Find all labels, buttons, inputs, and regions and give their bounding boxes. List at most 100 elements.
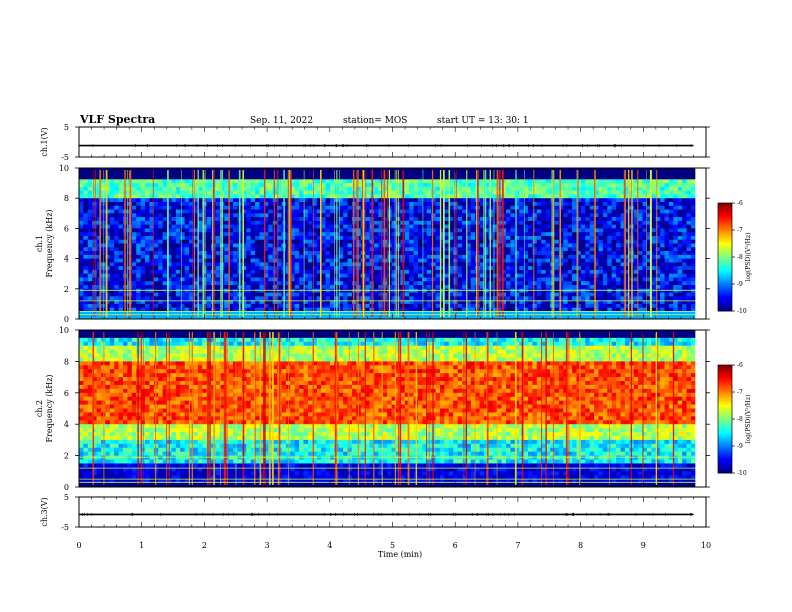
- spectrogram-cell: [532, 262, 538, 267]
- spectrogram-cell: [545, 300, 551, 305]
- spectrogram-cell: [448, 254, 454, 259]
- spectrogram-cell: [572, 281, 577, 286]
- spectrogram-cell: [413, 235, 419, 241]
- spectrogram-cell: [365, 266, 370, 271]
- spectrogram-cell: [325, 213, 331, 218]
- spectrogram-cell: [519, 186, 525, 192]
- spectrogram-cell: [594, 288, 599, 293]
- spectrogram-cell: [325, 183, 331, 188]
- spectrogram-cell: [435, 254, 441, 259]
- spectrogram-cell: [87, 179, 93, 184]
- spectrogram-cell: [426, 235, 432, 241]
- spectrogram-cell: [109, 315, 115, 320]
- spectrogram-cell: [462, 288, 467, 293]
- spectrogram-cell: [558, 269, 564, 275]
- spectrogram-cell: [462, 224, 467, 229]
- spectrogram-cell: [83, 198, 89, 203]
- spectrogram-cell: [250, 273, 256, 278]
- spectrogram-cell: [246, 258, 252, 263]
- spectrogram-cell: [167, 254, 172, 259]
- spectrogram-cell: [541, 168, 547, 173]
- spectrogram-cell: [545, 201, 551, 207]
- spectrogram-cell: [462, 201, 467, 207]
- spectrogram-cell: [101, 303, 106, 309]
- spectrogram-cell: [409, 288, 414, 293]
- spectrogram-cell: [378, 315, 384, 320]
- spectrogram-cell: [554, 254, 560, 259]
- spectrogram-cell: [325, 198, 331, 203]
- spectrogram-cell: [131, 303, 137, 309]
- spectrogram-cell: [457, 175, 463, 180]
- spectrogram-cell: [439, 292, 445, 297]
- spectrogram-cell: [145, 262, 150, 267]
- spectrogram-cell: [417, 213, 423, 218]
- spectrogram-cell: [598, 288, 604, 293]
- spectrogram-cell: [554, 205, 560, 210]
- spectrogram-cell: [92, 232, 98, 237]
- spectrogram-cell: [272, 213, 278, 218]
- spectrogram-cell: [457, 220, 463, 226]
- spectrogram-cell: [303, 220, 309, 226]
- spectrogram-cell: [373, 179, 379, 184]
- spectrogram-cell: [462, 220, 467, 226]
- spectrogram-cell: [316, 239, 322, 244]
- spectrogram-cell: [233, 277, 238, 282]
- spectrogram-cell: [343, 186, 348, 192]
- spectrogram-cell: [479, 277, 485, 282]
- spectrogram-cell: [316, 224, 322, 229]
- spectrogram-cell: [431, 232, 436, 237]
- spectrogram-cell: [149, 254, 155, 259]
- spectrogram-cell: [233, 217, 238, 222]
- spectrogram-cell: [294, 209, 300, 214]
- spectrogram-cell: [246, 239, 252, 244]
- spectrogram-cell: [83, 168, 89, 173]
- spectrogram-cell: [338, 300, 344, 305]
- spectrogram-cell: [343, 262, 348, 267]
- spectrogram-cell: [563, 232, 569, 237]
- spectrogram-cell: [145, 198, 150, 203]
- spectrogram-cell: [576, 243, 582, 248]
- spectrogram-cell: [501, 235, 507, 241]
- spectrogram-cell: [585, 292, 591, 297]
- spectrogram-cell: [572, 292, 577, 297]
- spectrogram-cell: [373, 194, 379, 199]
- spectrogram-cell: [145, 281, 150, 286]
- spectrogram-cell: [347, 254, 353, 259]
- spectrogram-cell: [101, 315, 106, 320]
- spectrogram-cell: [607, 171, 613, 176]
- spectrogram-cell: [347, 277, 353, 282]
- spectrogram-cell: [83, 171, 89, 176]
- spectrogram-cell: [158, 307, 164, 312]
- spectrogram-cell: [206, 183, 212, 188]
- spectrogram-cell: [444, 258, 450, 263]
- spectrogram-cell: [316, 254, 322, 259]
- spectrogram-cell: [607, 168, 613, 173]
- y-tick-label: 5: [64, 123, 69, 132]
- spectrogram-cell: [462, 209, 467, 214]
- spectrogram-cell: [453, 232, 459, 237]
- spectrogram-cell: [224, 292, 230, 297]
- spectrogram-cell: [439, 269, 445, 275]
- spectrogram-cell: [290, 247, 296, 252]
- spectrogram-cell: [189, 247, 194, 252]
- spectrogram-cell: [343, 247, 348, 252]
- spectrogram-cell: [79, 247, 84, 252]
- spectrogram-cell: [193, 220, 199, 226]
- spectrogram-cell: [136, 269, 142, 275]
- spectrogram-cell: [563, 258, 569, 263]
- spectrogram-cell: [466, 228, 472, 233]
- spectrogram-cell: [541, 194, 547, 199]
- spectrogram-cell: [506, 258, 511, 263]
- spectrogram-cell: [528, 243, 533, 248]
- spectrogram-cell: [140, 273, 146, 278]
- spectrogram-cell: [365, 228, 370, 233]
- spectrogram-cell: [602, 273, 608, 278]
- spectrogram-cell: [105, 307, 111, 312]
- spectrogram-cell: [92, 228, 98, 233]
- spectrogram-cell: [523, 262, 529, 267]
- spectrogram-cell: [294, 213, 300, 218]
- spectrogram-cell: [233, 228, 238, 233]
- spectrogram-cell: [567, 224, 573, 229]
- spectrogram-cell: [492, 243, 498, 248]
- spectrogram-cell: [307, 235, 313, 241]
